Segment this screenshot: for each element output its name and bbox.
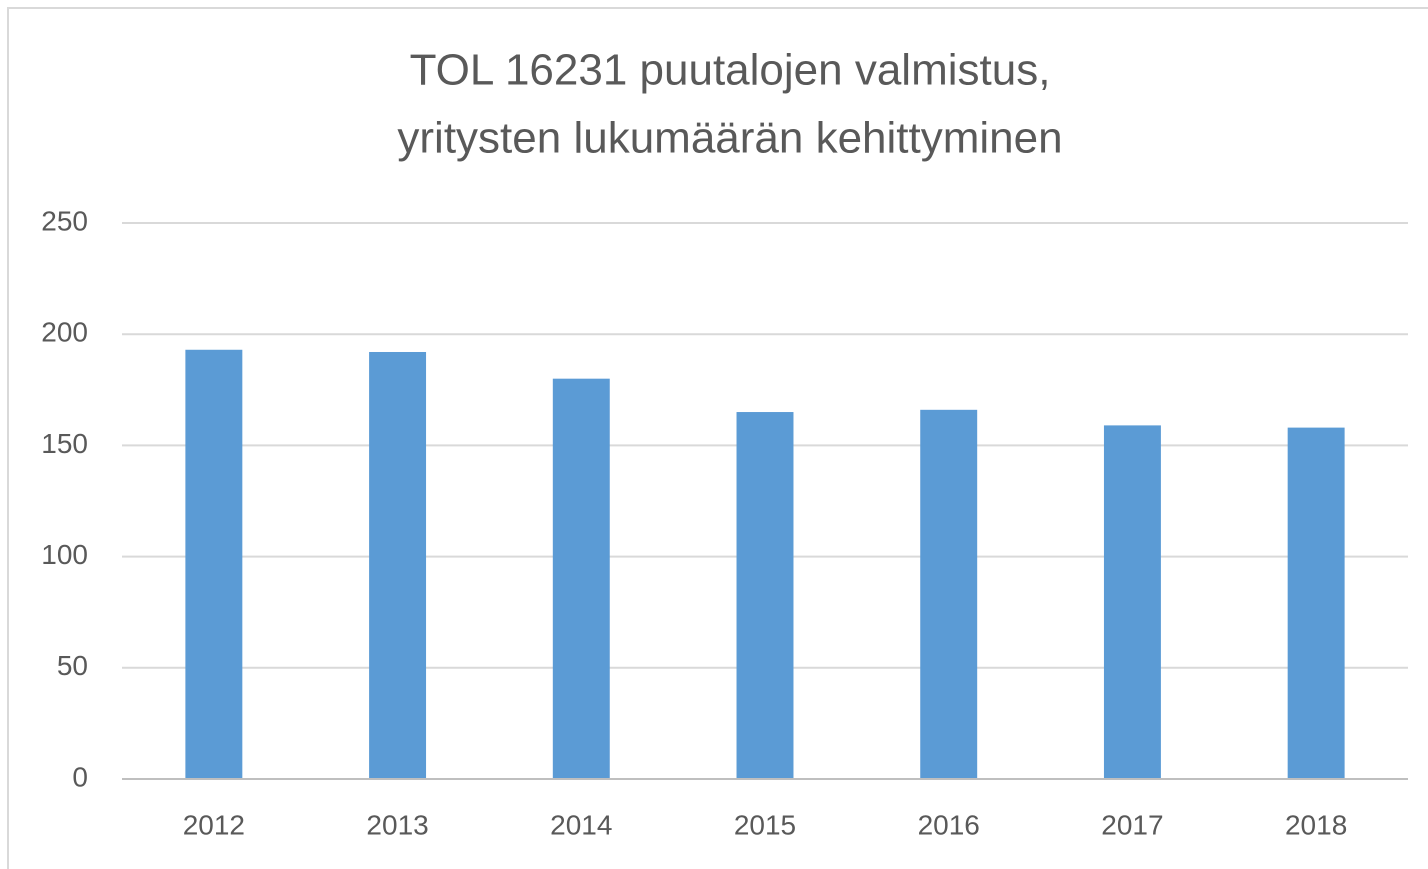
chart-frame (7, 7, 1428, 869)
y-tick-label: 100 (41, 539, 88, 570)
bar (920, 409, 978, 779)
x-tick-label: 2017 (1101, 809, 1163, 840)
y-tick-label: 0 (72, 761, 88, 792)
x-tick-label: 2015 (734, 809, 796, 840)
bar (185, 349, 243, 779)
bar (369, 351, 427, 779)
bar (552, 378, 610, 779)
y-tick-label: 200 (41, 317, 88, 348)
bar (1287, 427, 1345, 779)
x-tick-label: 2012 (183, 809, 245, 840)
y-tick-label: 150 (41, 428, 88, 459)
chart-title: TOL 16231 puutalojen valmistus, (410, 46, 1051, 95)
x-tick-label: 2014 (550, 809, 612, 840)
y-tick-label: 50 (57, 650, 88, 681)
y-tick-label: 250 (41, 205, 88, 236)
bar (1103, 425, 1161, 779)
x-tick-label: 2016 (918, 809, 980, 840)
chart-title: yritysten lukumäärän kehittyminen (397, 114, 1062, 163)
x-tick-label: 2018 (1285, 809, 1347, 840)
bar (736, 412, 794, 779)
x-tick-label: 2013 (366, 809, 428, 840)
